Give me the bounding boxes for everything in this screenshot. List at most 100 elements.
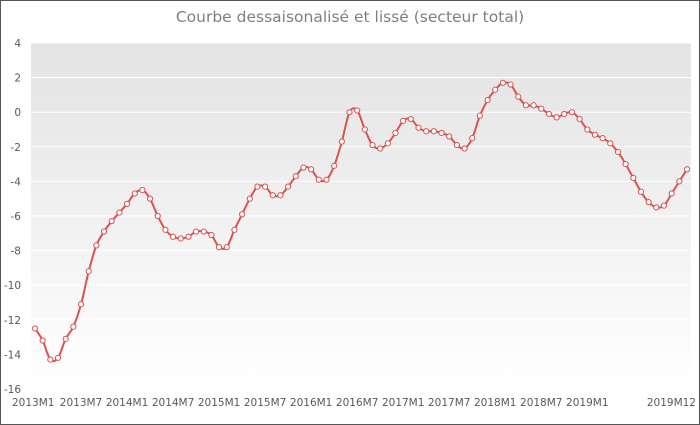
x-tick-label: 2015M1 — [198, 397, 240, 409]
x-tick-label: 2016M1 — [290, 397, 332, 409]
x-tick-label: 2015M7 — [244, 397, 286, 409]
y-axis-ticks: 4 2 0 -2 -4 -6 -8 -10 -12 -14 -16 — [4, 38, 21, 396]
data-point — [208, 231, 215, 239]
data-point — [438, 129, 445, 137]
data-point — [538, 105, 545, 112]
data-point — [146, 195, 154, 202]
data-point — [645, 199, 652, 206]
y-tick-label: -6 — [11, 211, 22, 223]
y-tick-label: -12 — [4, 315, 21, 327]
data-point — [400, 117, 407, 124]
data-point — [100, 228, 108, 235]
y-tick-label: -2 — [11, 142, 21, 154]
data-point — [492, 86, 499, 93]
x-tick-label: 2019M1 — [566, 397, 608, 409]
data-point — [515, 93, 522, 100]
data-point — [39, 337, 46, 344]
data-point — [185, 233, 192, 240]
data-point — [384, 140, 391, 147]
data-point — [215, 244, 223, 251]
data-point — [369, 141, 376, 149]
y-tick-label: 4 — [14, 38, 21, 50]
x-tick-label: 2017M7 — [428, 397, 470, 409]
data-point — [361, 126, 368, 133]
x-tick-label: 2013M1 — [12, 397, 54, 409]
data-point — [200, 228, 207, 235]
data-point — [637, 188, 645, 195]
data-point — [607, 140, 614, 147]
data-point — [599, 135, 606, 142]
data-point — [123, 200, 131, 207]
data-point — [308, 166, 315, 173]
data-point — [346, 109, 353, 116]
x-tick-label: 2019M12 — [647, 397, 696, 409]
data-point — [530, 102, 537, 109]
x-tick-label: 2018M1 — [474, 397, 516, 409]
x-tick-label: 2016M7 — [336, 397, 378, 409]
data-point — [622, 161, 629, 168]
data-point — [323, 176, 330, 183]
y-tick-label: -8 — [11, 246, 21, 258]
data-point — [392, 129, 399, 137]
data-point — [338, 138, 345, 145]
x-tick-label: 2013M7 — [60, 397, 102, 409]
data-point — [545, 110, 553, 118]
data-point — [169, 233, 177, 240]
data-point — [430, 128, 437, 135]
data-point — [676, 178, 683, 185]
gridlines — [31, 42, 691, 390]
data-point — [285, 183, 292, 190]
data-point — [407, 116, 414, 123]
data-point — [630, 174, 637, 182]
chart-title: Courbe dessaisonalisé et lissé (secteur … — [176, 8, 524, 26]
data-point — [377, 145, 384, 152]
data-point — [476, 112, 483, 119]
data-point — [499, 79, 507, 86]
data-point — [262, 183, 269, 190]
data-point — [223, 244, 230, 251]
data-point — [584, 126, 591, 133]
data-point — [116, 209, 123, 216]
data-point — [300, 164, 307, 171]
x-tick-label: 2014M7 — [152, 397, 194, 409]
data-point — [292, 173, 299, 180]
data-point — [139, 186, 146, 194]
data-point — [446, 133, 453, 140]
data-point — [453, 141, 460, 149]
data-point — [154, 212, 161, 220]
data-point — [315, 176, 322, 183]
y-tick-label: -14 — [4, 349, 21, 361]
y-tick-label: -4 — [11, 176, 22, 188]
y-tick-label: 2 — [14, 73, 21, 85]
data-point — [108, 218, 115, 225]
data-point — [415, 124, 422, 131]
data-point — [131, 190, 138, 197]
data-point — [85, 268, 92, 275]
data-point — [568, 109, 576, 116]
x-tick-label: 2017M1 — [382, 397, 424, 409]
y-tick-label: -16 — [4, 384, 21, 396]
data-point — [522, 102, 530, 109]
data-point — [254, 183, 261, 190]
data-point — [54, 354, 62, 361]
data-point — [576, 116, 583, 123]
y-tick-label: 0 — [14, 107, 21, 119]
data-point — [614, 148, 622, 156]
data-point — [461, 145, 468, 152]
data-point — [331, 162, 338, 169]
data-point — [653, 204, 660, 211]
series-points — [31, 79, 691, 363]
data-point — [683, 166, 691, 173]
data-point — [31, 325, 39, 332]
x-tick-label: 2018M7 — [520, 397, 562, 409]
data-point — [277, 192, 284, 199]
data-point — [231, 226, 238, 233]
data-point — [70, 323, 77, 330]
x-tick-label: 2014M1 — [106, 397, 148, 409]
data-point — [469, 135, 476, 142]
data-point — [62, 335, 69, 342]
data-point — [77, 301, 85, 308]
data-point — [668, 190, 675, 197]
data-point — [93, 242, 100, 249]
